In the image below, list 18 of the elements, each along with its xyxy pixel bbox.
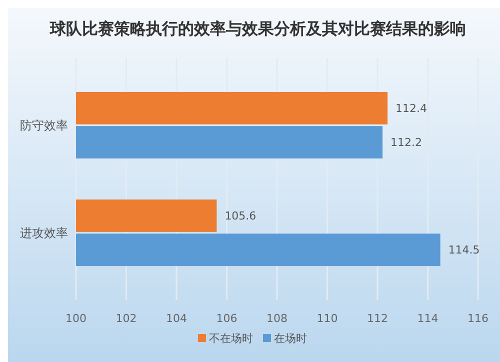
chart-title: 球队比赛策略执行的效率与效果分析及其对比赛结果的影响 [49, 19, 466, 38]
data-label: 114.5 [448, 244, 480, 257]
x-tick-label: 110 [316, 312, 338, 325]
data-label: 105.6 [224, 210, 256, 223]
x-tick-label: 104 [166, 312, 187, 325]
legend-label: 在场时 [274, 332, 307, 345]
x-tick-label: 102 [116, 312, 137, 325]
x-tick-label: 114 [417, 312, 438, 325]
y-tick-label: 防守效率 [20, 118, 68, 132]
data-label: 112.4 [396, 102, 428, 116]
x-tick-label: 116 [468, 312, 488, 325]
x-tick-label: 106 [216, 312, 238, 325]
data-label: 112.2 [390, 136, 422, 150]
x-tick-label: 108 [266, 312, 288, 325]
x-tick-label: 112 [367, 312, 388, 325]
y-tick-label: 进攻效率 [20, 226, 68, 240]
x-tick-label: 100 [66, 312, 86, 325]
legend-label: 不在场时 [209, 332, 253, 345]
